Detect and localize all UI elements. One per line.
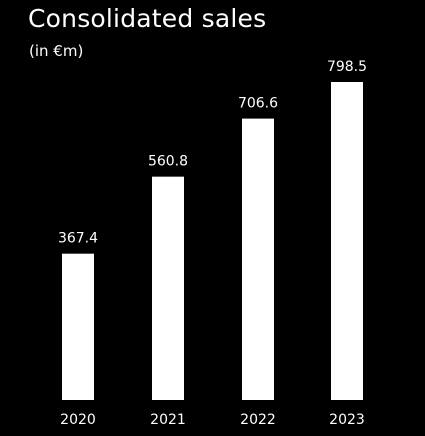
category-label-2023: 2023: [329, 412, 365, 428]
bar-2021: [152, 176, 184, 400]
bar-2023: [331, 82, 363, 400]
bars-group: [62, 82, 363, 400]
bar-2020: [62, 253, 94, 400]
value-label-2021: 560.8: [148, 154, 188, 170]
labels-group: 367.4 2020 560.8 2021 706.6 2022 798.5 2023: [58, 59, 367, 428]
chart-title: Consolidated sales: [28, 4, 267, 33]
category-label-2021: 2021: [150, 412, 186, 428]
category-label-2022: 2022: [240, 412, 276, 428]
value-label-2023: 798.5: [327, 59, 367, 75]
chart-subtitle: (in €m): [29, 42, 84, 60]
value-label-2022: 706.6: [238, 96, 278, 112]
value-label-2020: 367.4: [58, 231, 98, 247]
bar-2022: [242, 118, 274, 400]
category-label-2020: 2020: [60, 412, 96, 428]
